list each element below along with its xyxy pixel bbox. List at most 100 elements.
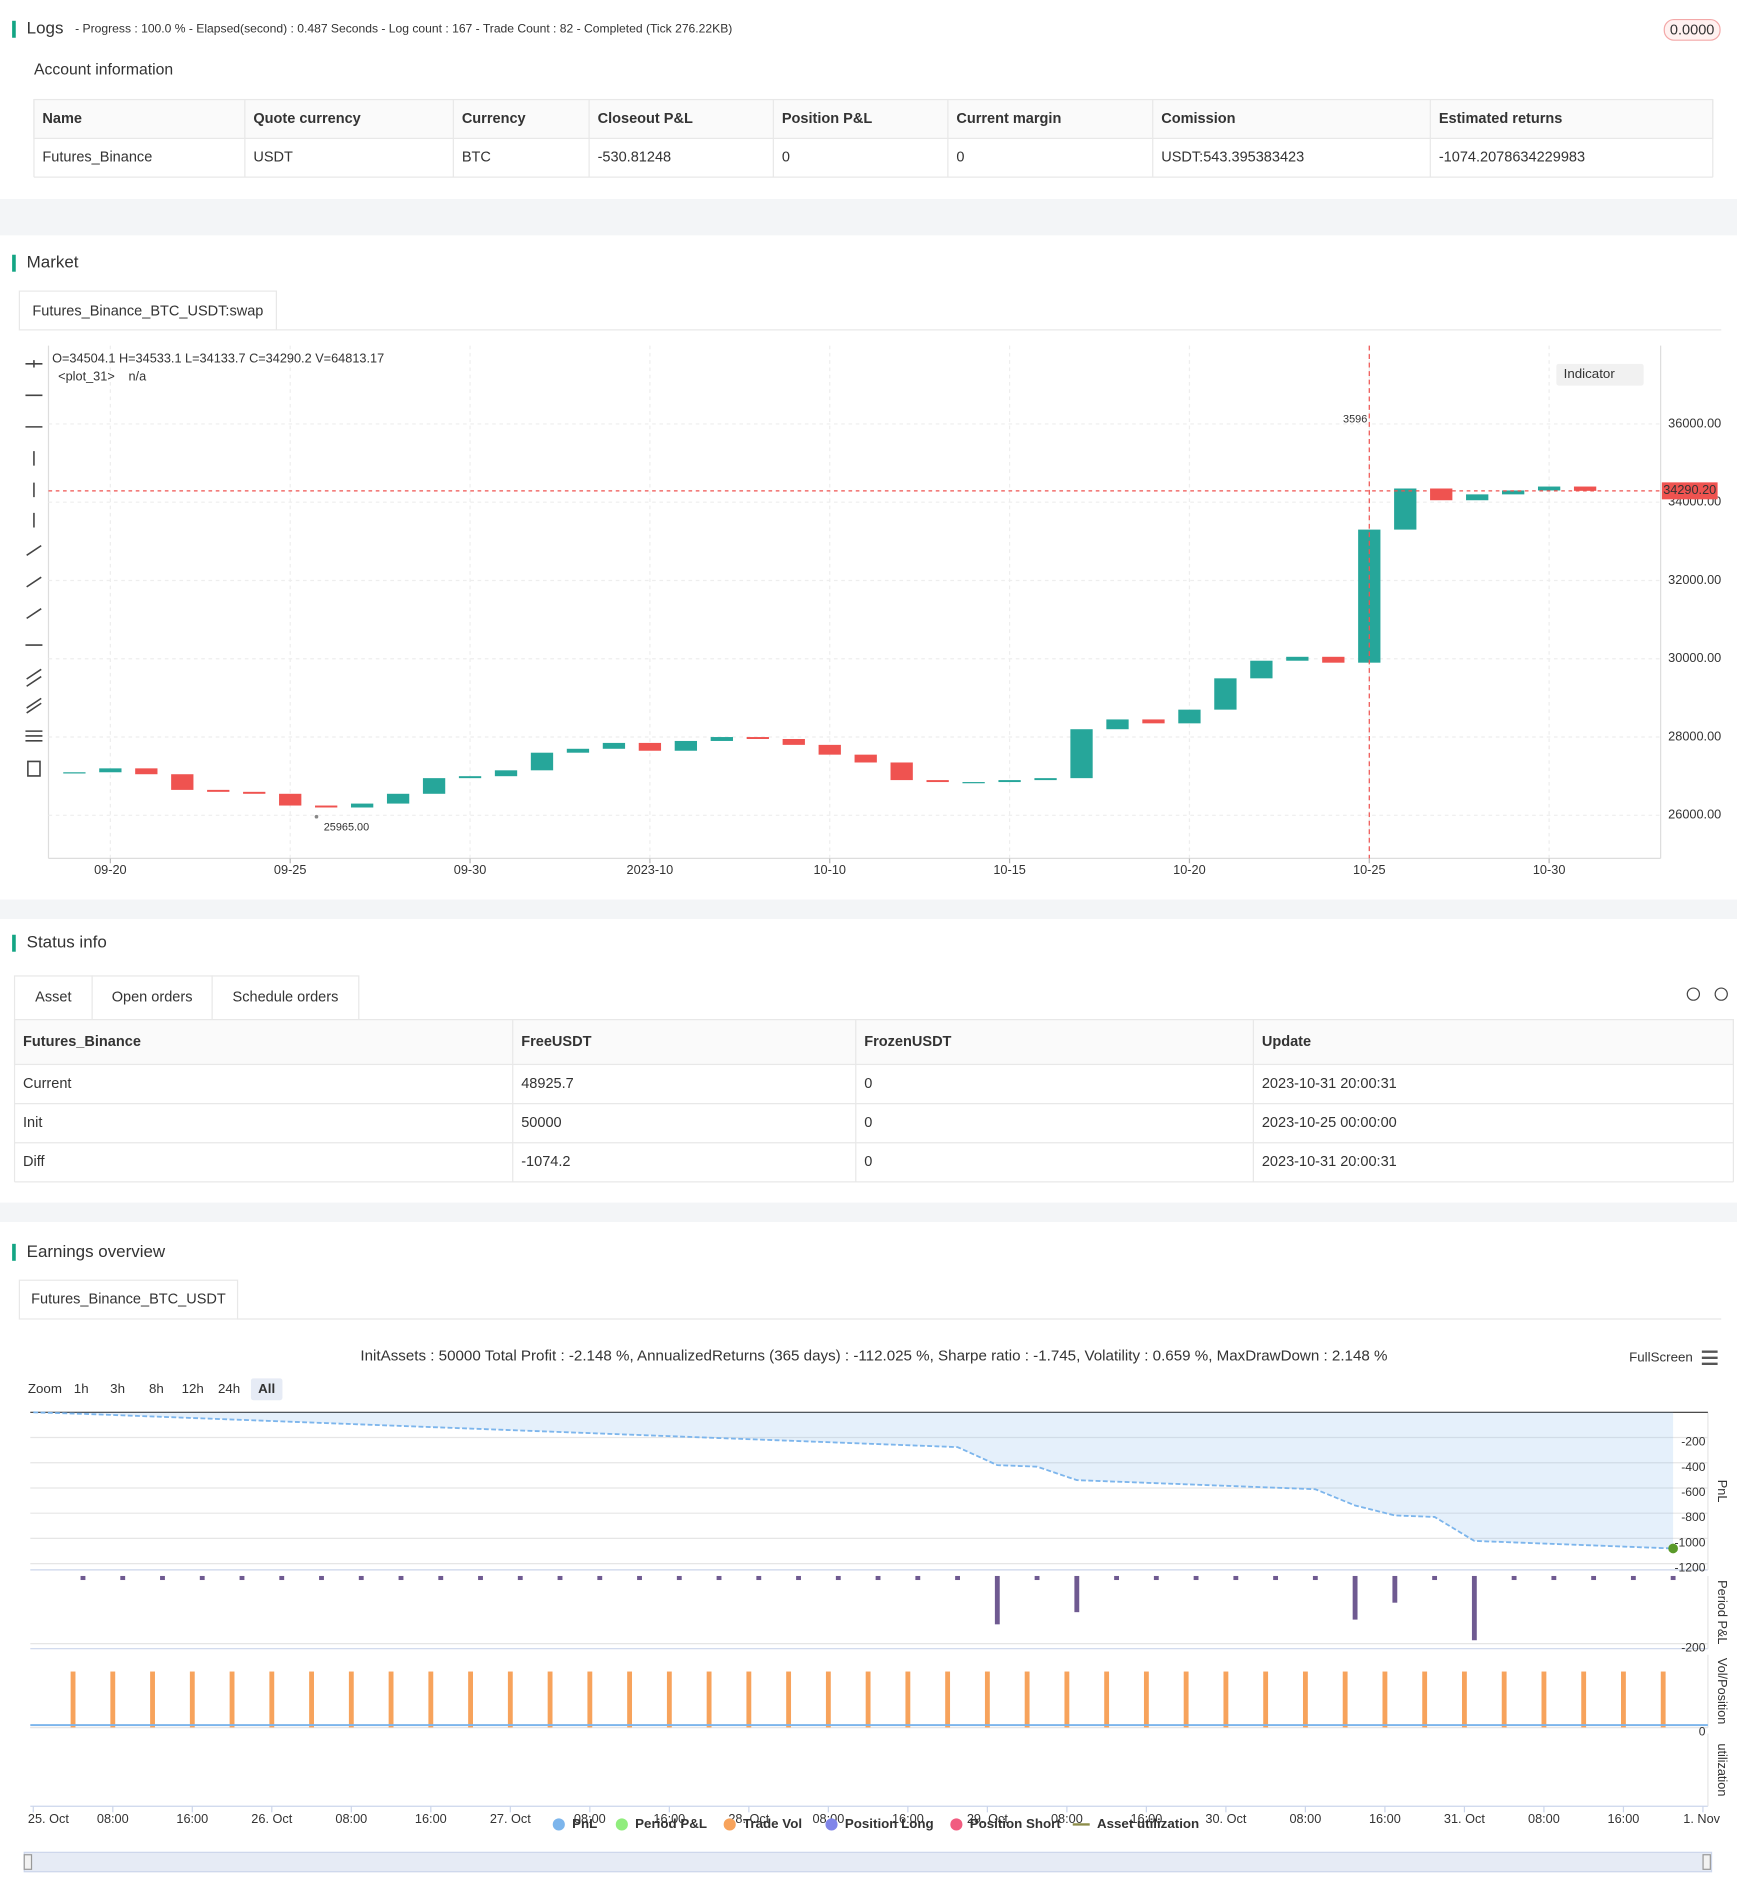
period-bar (597, 1575, 603, 1581)
candle (315, 805, 338, 808)
tab-label[interactable]: Open orders (112, 990, 193, 1006)
trade-vol-bar (1143, 1671, 1149, 1728)
period-bar (438, 1575, 444, 1581)
tab[interactable] (91, 975, 213, 1021)
fullscreen-button[interactable]: FullScreen (1629, 1349, 1693, 1364)
x-tick-label: 16:00 (415, 1811, 447, 1826)
settings-icon[interactable] (1714, 987, 1728, 1001)
table-cell: USDT:543.395383423 (1161, 150, 1304, 166)
tab[interactable] (18, 1279, 239, 1320)
table-cell: Futures_Binance (42, 150, 152, 166)
period-bar (1352, 1575, 1358, 1620)
plot-name: <plot_31> (58, 369, 115, 384)
candle (171, 774, 194, 790)
candle (1322, 656, 1345, 663)
candle (926, 780, 949, 783)
menu-icon[interactable] (1701, 1350, 1718, 1366)
legend-label[interactable]: PnL (572, 1816, 597, 1831)
candle (566, 748, 590, 753)
candle (279, 793, 302, 806)
legend-label[interactable]: Asset utilization (1097, 1816, 1199, 1831)
legend-label[interactable]: Period P&L (635, 1816, 707, 1831)
y-tick-label: 28000.00 (1668, 728, 1721, 743)
table-cell: 2023-10-31 20:00:31 (1262, 1076, 1397, 1092)
period-bar (358, 1575, 364, 1581)
separator (0, 1202, 1737, 1223)
last-price-label: 34290.20 (1663, 482, 1716, 497)
zoom-button[interactable]: 1h (74, 1381, 89, 1396)
x-tick-label: 10-15 (993, 862, 1026, 877)
legend-label[interactable]: Trade Vol (743, 1816, 802, 1831)
candle (99, 768, 122, 773)
candle (1070, 729, 1093, 779)
section-marker (12, 20, 16, 38)
period-bar (80, 1575, 86, 1581)
zoom-button[interactable]: All (258, 1381, 275, 1396)
trade-vol-bar (825, 1671, 831, 1728)
ohlc-readout: O=34504.1 H=34533.1 L=34133.7 C=34290.2 … (52, 350, 384, 365)
tab-label[interactable]: Schedule orders (233, 990, 339, 1006)
last-price-tag (1661, 482, 1718, 500)
table-cell: Init (23, 1115, 42, 1131)
x-tick-label: 16:00 (176, 1811, 208, 1826)
zoom-button-bg[interactable] (250, 1378, 283, 1401)
table-cell: Current (23, 1076, 71, 1092)
x-tick-label: 08:00 (574, 1811, 606, 1826)
candle (243, 791, 266, 794)
tab-label[interactable]: Asset (35, 990, 71, 1006)
x-tick-label: 09-25 (274, 862, 307, 877)
trade-vol-bar (945, 1671, 951, 1728)
period-bar (716, 1575, 722, 1581)
period-bar (1511, 1575, 1517, 1581)
tab[interactable] (18, 290, 277, 331)
period-bar (120, 1575, 126, 1581)
drawing-toolbar[interactable] (25, 360, 43, 777)
period-bar (1392, 1575, 1398, 1603)
navigator-handle[interactable] (1702, 1854, 1711, 1870)
candle (530, 752, 554, 771)
candle (962, 782, 985, 784)
pnl-area (33, 1412, 1674, 1549)
navigator-handle[interactable] (23, 1854, 33, 1870)
candle (782, 738, 805, 745)
table-cell: 0 (782, 150, 790, 166)
candle (1142, 719, 1165, 724)
trade-vol-bar (627, 1671, 633, 1728)
indicator-button[interactable] (1556, 363, 1644, 386)
trade-vol-bar (269, 1671, 275, 1728)
tab-label[interactable]: Futures_Binance_BTC_USDT:swap (32, 304, 263, 320)
section-marker (12, 1243, 16, 1261)
table-cell: USDT (253, 150, 293, 166)
zoom-button[interactable]: 12h (182, 1381, 204, 1396)
trade-vol-bar (150, 1671, 155, 1728)
table-cell: 0 (864, 1154, 872, 1170)
legend-label[interactable]: Position Long (845, 1816, 934, 1831)
tab-label[interactable]: Futures_Binance_BTC_USDT (31, 1291, 226, 1307)
indicator-label[interactable]: Indicator (1564, 366, 1616, 381)
table-cell: 50000 (521, 1115, 561, 1131)
period-bar (478, 1575, 483, 1581)
table-cell: 48925.7 (521, 1076, 574, 1092)
section-title: Earnings overview (27, 1242, 166, 1261)
candle (1214, 678, 1237, 710)
x-tick-label: 2023-10 (627, 862, 674, 877)
table-header: Quote currency (253, 111, 360, 127)
zoom-button[interactable]: 3h (110, 1381, 125, 1396)
period-bar (160, 1575, 165, 1581)
navigator[interactable] (23, 1851, 1713, 1873)
section-title: Logs (27, 19, 64, 38)
x-tick-label: 10-25 (1353, 862, 1386, 877)
section-marker (12, 254, 16, 272)
x-tick-label: 08:00 (335, 1811, 367, 1826)
zoom-button[interactable]: 24h (218, 1381, 240, 1396)
y-tick-label: -200 (1681, 1435, 1706, 1449)
low-label: 25965.00 (324, 821, 369, 833)
x-tick-label: 10-30 (1533, 862, 1566, 877)
zoom-button[interactable]: 8h (149, 1381, 164, 1396)
trade-vol-bar (189, 1671, 195, 1728)
trade-vol-bar (587, 1671, 593, 1728)
candle (494, 770, 518, 777)
legend-label[interactable]: Position Short (970, 1816, 1062, 1831)
download-icon[interactable] (1686, 987, 1701, 1001)
